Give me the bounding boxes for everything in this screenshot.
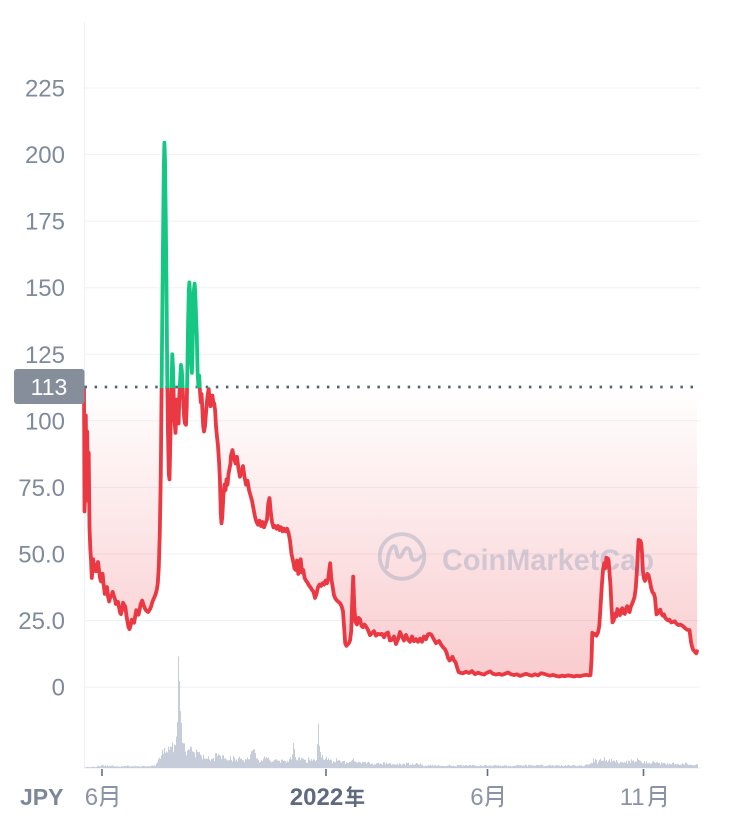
svg-text:CoinMarketCap: CoinMarketCap bbox=[442, 544, 654, 577]
svg-text:50.0: 50.0 bbox=[18, 542, 65, 569]
svg-text:25.0: 25.0 bbox=[18, 608, 65, 635]
svg-text:6: 6 bbox=[85, 784, 98, 811]
svg-text:200: 200 bbox=[25, 142, 65, 169]
svg-text:100: 100 bbox=[25, 408, 65, 435]
svg-text:175: 175 bbox=[25, 209, 65, 236]
svg-text:113: 113 bbox=[31, 374, 68, 400]
svg-text:150: 150 bbox=[25, 275, 65, 302]
svg-text:225: 225 bbox=[25, 76, 65, 103]
svg-text:75.0: 75.0 bbox=[18, 475, 65, 502]
svg-text:JPY: JPY bbox=[20, 784, 63, 810]
svg-text:0: 0 bbox=[52, 675, 65, 702]
svg-text:11: 11 bbox=[620, 784, 645, 811]
svg-text:6: 6 bbox=[470, 784, 483, 811]
svg-text:2022: 2022 bbox=[290, 784, 343, 811]
svg-text:125: 125 bbox=[25, 342, 65, 369]
